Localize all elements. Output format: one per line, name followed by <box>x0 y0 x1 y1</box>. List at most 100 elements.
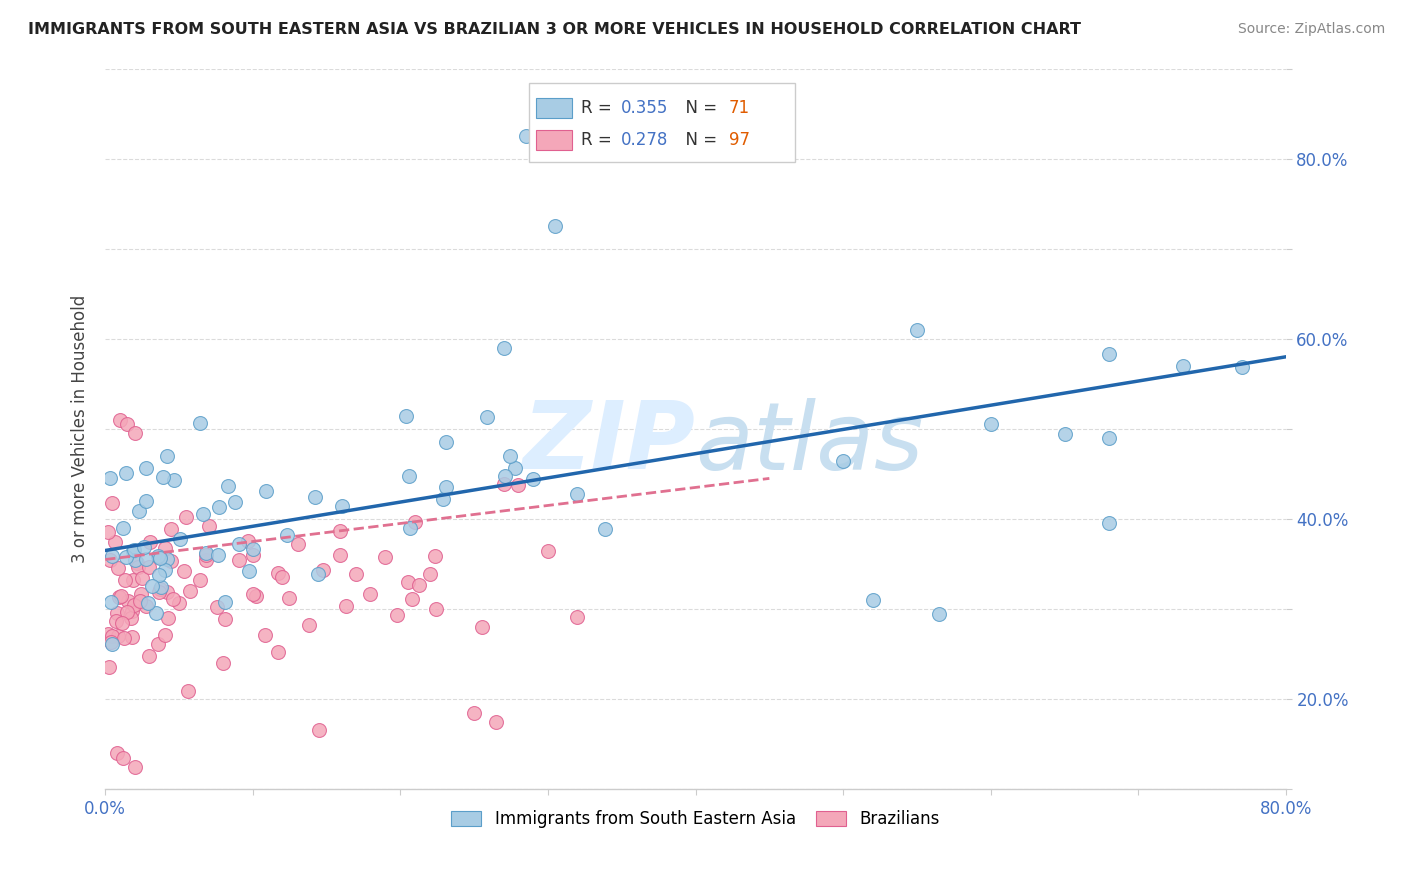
Point <box>396 574 419 589</box>
Point <box>167 596 190 610</box>
Point <box>132 540 155 554</box>
Point <box>832 454 855 468</box>
Point <box>173 564 195 578</box>
Point <box>980 417 1002 431</box>
Point <box>503 461 526 475</box>
Point <box>515 129 537 144</box>
Point <box>287 537 309 551</box>
Point <box>425 549 447 564</box>
Point <box>330 499 353 513</box>
Text: N =: N = <box>675 131 723 149</box>
Point <box>108 413 131 427</box>
Point <box>492 341 515 355</box>
Point <box>135 551 157 566</box>
Point <box>191 507 214 521</box>
Point <box>214 595 236 609</box>
Point <box>101 637 124 651</box>
Point <box>307 566 329 581</box>
Point <box>463 706 485 720</box>
Point <box>928 607 950 621</box>
Point <box>311 563 333 577</box>
Point <box>157 611 180 625</box>
Point <box>129 587 152 601</box>
Point <box>277 591 299 605</box>
Point <box>114 549 136 564</box>
Point <box>329 524 352 538</box>
Point <box>104 614 127 628</box>
Point <box>1098 346 1121 360</box>
FancyBboxPatch shape <box>529 83 794 162</box>
Point <box>335 599 357 613</box>
Point <box>174 509 197 524</box>
Point <box>498 449 520 463</box>
Point <box>238 564 260 578</box>
Point <box>155 541 177 555</box>
Point <box>101 549 124 563</box>
Point <box>124 760 146 774</box>
Point <box>374 549 396 564</box>
Point <box>595 522 617 536</box>
Point <box>163 473 186 487</box>
Point <box>485 714 508 729</box>
Point <box>129 594 152 608</box>
Point <box>127 559 149 574</box>
Point <box>149 551 172 566</box>
Point <box>156 585 179 599</box>
Point <box>101 629 124 643</box>
Point <box>100 634 122 648</box>
Point <box>228 553 250 567</box>
Point <box>98 660 121 674</box>
Text: 0.278: 0.278 <box>621 131 668 149</box>
FancyBboxPatch shape <box>536 98 572 119</box>
Point <box>267 645 290 659</box>
Point <box>148 637 170 651</box>
Text: ZIP: ZIP <box>523 397 696 490</box>
Point <box>217 479 239 493</box>
Text: 0.355: 0.355 <box>621 99 668 117</box>
Point <box>98 471 121 485</box>
Point <box>122 544 145 558</box>
Point <box>111 616 134 631</box>
Point <box>236 534 259 549</box>
Point <box>1171 359 1194 374</box>
Point <box>207 549 229 563</box>
Point <box>475 409 498 424</box>
Point <box>145 606 167 620</box>
Point <box>492 477 515 491</box>
Point <box>114 573 136 587</box>
Point <box>179 584 201 599</box>
Point <box>408 578 430 592</box>
Point <box>471 620 494 634</box>
Point <box>148 549 170 564</box>
Point <box>329 548 352 562</box>
Point <box>242 541 264 556</box>
Point <box>97 525 120 540</box>
Point <box>128 504 150 518</box>
Point <box>905 323 928 337</box>
Point <box>567 610 589 624</box>
Point <box>135 599 157 614</box>
Point <box>117 417 139 432</box>
Point <box>359 587 381 601</box>
Point <box>432 492 454 507</box>
Point <box>121 630 143 644</box>
Point <box>155 449 177 463</box>
Text: 97: 97 <box>728 131 749 149</box>
Point <box>419 566 441 581</box>
Point <box>194 546 217 560</box>
Point <box>108 590 131 604</box>
Point <box>97 627 120 641</box>
Point <box>148 568 170 582</box>
Point <box>100 594 122 608</box>
Point <box>160 522 183 536</box>
Point <box>117 594 139 608</box>
Point <box>141 578 163 592</box>
Point <box>122 598 145 612</box>
Point <box>124 426 146 441</box>
Point <box>267 566 290 580</box>
Point <box>162 592 184 607</box>
Point <box>308 723 330 738</box>
Point <box>135 461 157 475</box>
Point <box>115 605 138 619</box>
Point <box>537 544 560 558</box>
